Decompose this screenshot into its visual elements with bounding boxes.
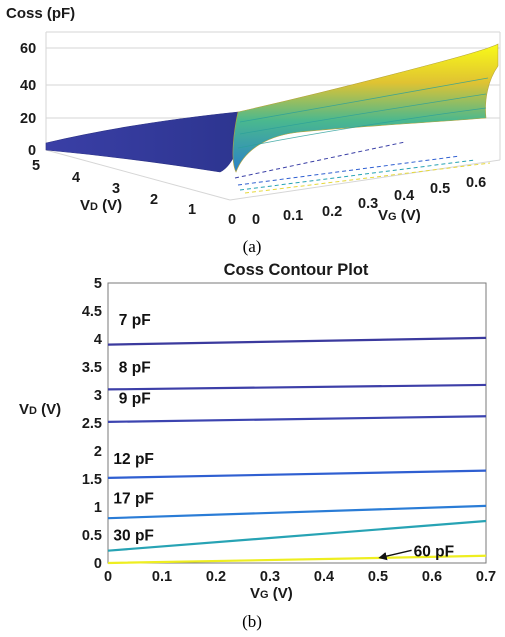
contour-axes-box [107, 282, 487, 564]
contour-line [107, 336, 487, 346]
contour-y-tick: 1 [94, 500, 102, 516]
contour-line [107, 504, 487, 520]
contour-label: 30 pF [113, 528, 153, 545]
contour-title: Coss Contour Plot [224, 261, 369, 279]
contour-x-tick: 0.1 [152, 569, 172, 585]
contour-x-tick: 0 [104, 569, 112, 585]
surface-vg-tick: 0.6 [466, 175, 486, 191]
contour-lines [107, 336, 487, 565]
contour-x-tick: 0.2 [206, 569, 226, 585]
contour-label: 12 pF [113, 451, 153, 468]
contour-label: 9 pF [119, 390, 151, 407]
contour-x-tick: 0.3 [260, 569, 280, 585]
surface-vg-label: VG (V) [378, 207, 421, 224]
panel-a-caption: (a) [243, 237, 262, 256]
surface-vd-tick: 4 [72, 170, 80, 186]
contour-label: 60 pF [414, 543, 454, 560]
contour-line [107, 554, 487, 565]
surface-z-tick: 0 [28, 143, 36, 159]
contour-y-tick: 0 [94, 556, 102, 572]
surface-vg-tick: 0.3 [358, 196, 378, 212]
contour-y-ticks: 0 0.5 1 1.5 2 2.5 3 3.5 4 4.5 5 [82, 276, 102, 572]
contour-plot: Coss Contour Plot 0 0.1 0.2 0.3 0.4 0.5 0.6 0.7… [19, 261, 496, 631]
surface-vd-tick: 3 [112, 181, 120, 197]
contour-xlabel: VG (V) [250, 585, 293, 602]
surface-vg-tick: 0.4 [394, 188, 414, 204]
contour-line [107, 519, 487, 552]
contour-y-tick: 0.5 [82, 528, 102, 544]
contour-y-tick: 4.5 [82, 304, 102, 320]
contour-y-tick: 1.5 [82, 472, 102, 488]
surface-vd-ticks: 5 4 3 2 1 0 [32, 158, 236, 228]
contour-line [107, 383, 487, 391]
surface-vg-tick: 0 [252, 212, 260, 228]
panel-b-caption: (b) [242, 612, 262, 631]
contour-x-tick: 0.5 [368, 569, 388, 585]
contour-x-ticks: 0 0.1 0.2 0.3 0.4 0.5 0.6 0.7 [104, 569, 496, 585]
surface-vd-tick: 1 [188, 202, 196, 218]
contour-ylabel: VD (V) [19, 401, 61, 418]
surface-low-region [45, 111, 239, 173]
contour-line [107, 415, 487, 423]
contour-label: 8 pF [119, 360, 151, 377]
contour-y-tick: 2.5 [82, 416, 102, 432]
contour-x-tick: 0.7 [476, 569, 496, 585]
contour-y-tick: 3 [94, 388, 102, 404]
surface-z-tick: 60 [20, 41, 36, 57]
contour-y-tick: 2 [94, 444, 102, 460]
surface-vg-tick: 0.1 [283, 208, 303, 224]
contour-y-tick: 5 [94, 276, 102, 292]
surface-vd-tick: 2 [150, 192, 158, 208]
surface-vg-tick: 0.5 [430, 181, 450, 197]
contour-line [107, 469, 487, 479]
surface-vg-ticks: 0 0.1 0.2 0.3 0.4 0.5 0.6 [252, 175, 486, 228]
contour-y-tick: 3.5 [82, 360, 102, 376]
contour-y-tick: 4 [94, 332, 102, 348]
surface-zlabel: Coss (pF) [6, 5, 75, 22]
surface-vg-tick: 0.2 [322, 204, 342, 220]
surface-vd-tick: 0 [228, 212, 236, 228]
surface-mesh-lines [237, 77, 489, 149]
contour-label: 17 pF [113, 491, 153, 508]
contour-x-tick: 0.6 [422, 569, 442, 585]
surface-plot: Coss (pF) 60 40 20 0 [6, 5, 501, 256]
contour-x-tick: 0.4 [314, 569, 334, 585]
surface-vd-label: VD (V) [80, 197, 122, 214]
surface-high-region [232, 43, 499, 173]
contour-label-arrow [378, 549, 412, 561]
contour-labels: 7 pF 8 pF 9 pF 12 pF 17 pF 30 pF 60 pF [113, 312, 454, 560]
surface-z-tick: 20 [20, 111, 36, 127]
surface-vd-tick: 5 [32, 158, 40, 174]
surface-z-tick: 40 [20, 78, 36, 94]
contour-label: 7 pF [119, 312, 151, 329]
surface-floor-contours [234, 141, 491, 194]
